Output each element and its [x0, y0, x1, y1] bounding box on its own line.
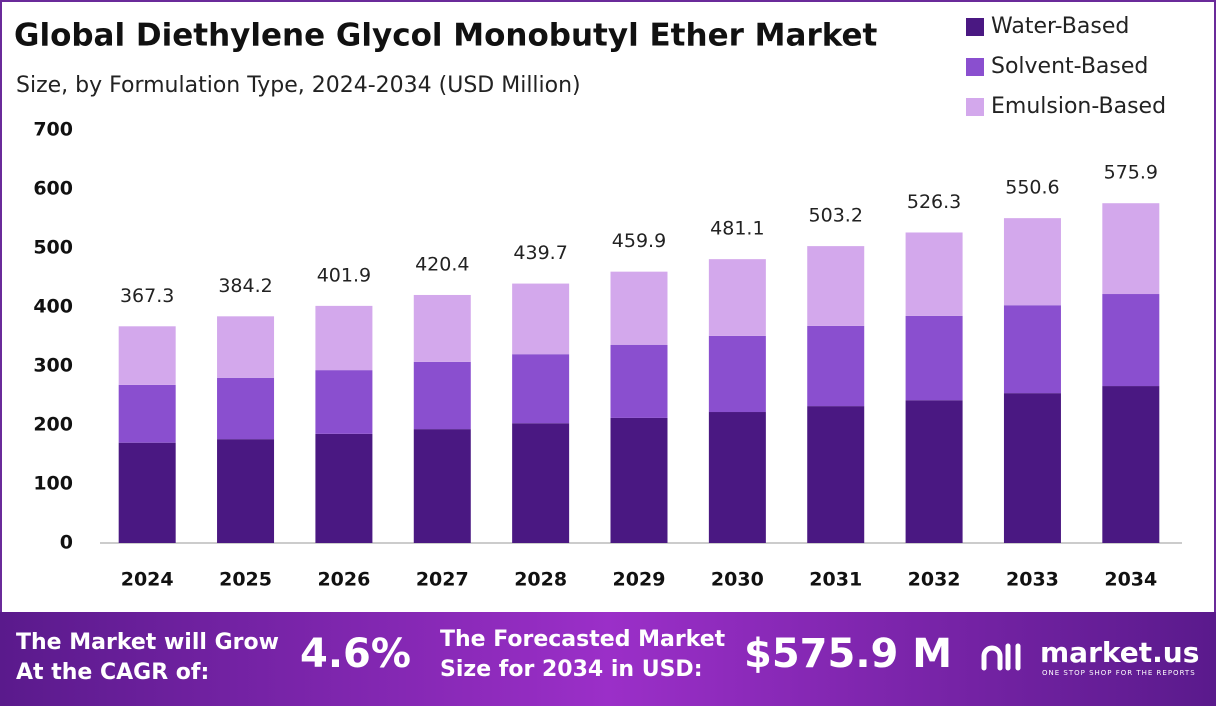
total-label: 420.4 [415, 253, 469, 275]
bar-segment [1003, 218, 1061, 306]
bar-segment [413, 294, 471, 362]
total-label: 401.9 [317, 264, 371, 286]
bar-segment [807, 246, 865, 326]
bar-segment [512, 283, 570, 355]
bar-segment [315, 433, 373, 543]
brand-logo [981, 643, 1021, 671]
cagr-value: 4.6% [300, 631, 411, 677]
tagline: ONE STOP SHOP FOR THE REPORTS [1042, 669, 1196, 677]
x-tick-label: 2026 [317, 569, 370, 591]
x-tick-label: 2033 [1006, 569, 1059, 591]
bar-segment [413, 429, 471, 543]
total-label: 503.2 [809, 205, 863, 227]
y-tick-label: 200 [33, 414, 73, 436]
footer-text: At the CAGR of: [16, 660, 209, 685]
chart-subtitle: Size, by Formulation Type, 2024-2034 (US… [16, 73, 581, 98]
bar-segment [512, 354, 570, 424]
bar-segment [1102, 203, 1160, 295]
bar-segment [217, 377, 275, 440]
total-label: 459.9 [612, 230, 666, 252]
x-tick-label: 2024 [121, 569, 174, 591]
bar-segment [905, 400, 963, 543]
y-tick-label: 700 [33, 119, 73, 141]
legend-swatch [966, 98, 984, 116]
x-tick-label: 2025 [219, 569, 272, 591]
y-tick-label: 500 [33, 237, 73, 259]
bar-segment [512, 423, 570, 543]
x-tick-label: 2029 [613, 569, 666, 591]
bar-segment [315, 305, 373, 371]
x-tick-label: 2031 [809, 569, 862, 591]
footer-band [0, 612, 1216, 706]
forecast-value: $575.9 M [744, 631, 952, 677]
footer-text: The Market will Grow [16, 630, 279, 655]
bar-segment [905, 232, 963, 316]
y-tick-label: 0 [60, 532, 73, 554]
bar-segment [708, 259, 766, 336]
y-tick-label: 400 [33, 296, 73, 318]
bar-segment [610, 417, 668, 543]
bar-segment [217, 316, 275, 378]
bar-segment [610, 344, 668, 418]
bar-segment [413, 361, 471, 430]
total-label: 481.1 [710, 218, 764, 240]
legend-label: Emulsion-Based [991, 94, 1166, 119]
bar-segment [1003, 393, 1061, 543]
bar-segment [905, 315, 963, 401]
bar-segment [1003, 305, 1061, 394]
brand: market.us [1040, 636, 1199, 669]
bar-segment [708, 412, 766, 543]
bar-segment [118, 384, 176, 443]
bar-segment [118, 442, 176, 543]
x-tick-label: 2028 [514, 569, 567, 591]
bar-segment [315, 370, 373, 434]
legend-label: Solvent-Based [991, 54, 1148, 79]
bar-segment [118, 326, 176, 385]
total-label: 550.6 [1005, 177, 1059, 199]
total-label: 384.2 [218, 275, 272, 297]
bar-segment [1102, 386, 1160, 543]
x-tick-label: 2030 [711, 569, 764, 591]
bar-segment [807, 325, 865, 407]
y-tick-label: 600 [33, 178, 73, 200]
y-tick-label: 300 [33, 355, 73, 377]
footer-text: The Forecasted Market [440, 627, 726, 652]
legend-swatch [966, 58, 984, 76]
x-tick-label: 2034 [1104, 569, 1157, 591]
bar-segment [610, 271, 668, 345]
y-tick-label: 100 [33, 473, 73, 495]
x-tick-label: 2032 [908, 569, 961, 591]
total-label: 439.7 [513, 242, 567, 264]
bar-segment [708, 335, 766, 413]
total-label: 526.3 [907, 191, 961, 213]
footer-text: Size for 2034 in USD: [440, 657, 703, 682]
x-tick-label: 2027 [416, 569, 469, 591]
chart-title: Global Diethylene Glycol Monobutyl Ether… [14, 18, 878, 54]
legend-swatch [966, 18, 984, 36]
total-label: 575.9 [1104, 162, 1158, 184]
legend-label: Water-Based [991, 14, 1129, 39]
bar-segment [1102, 294, 1160, 387]
total-label: 367.3 [120, 285, 174, 307]
bar-segment [217, 439, 275, 543]
bar-segment [807, 406, 865, 543]
